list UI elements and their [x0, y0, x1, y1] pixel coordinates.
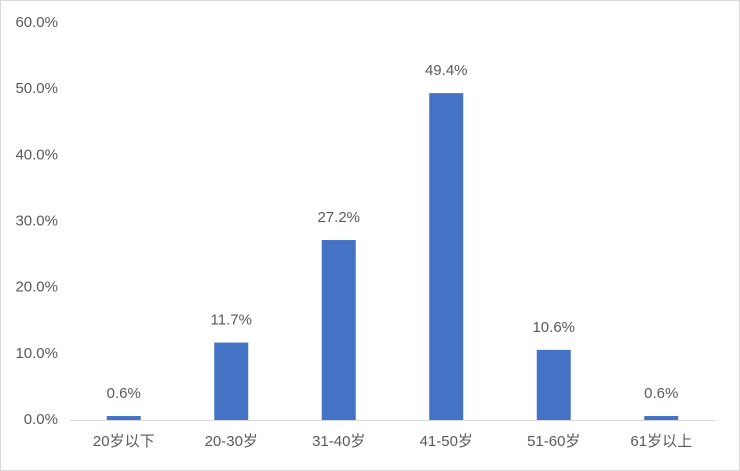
data-label: 0.6%	[107, 385, 141, 402]
data-label: 0.6%	[644, 385, 678, 402]
bar	[536, 349, 571, 420]
data-label: 10.6%	[532, 319, 575, 336]
y-tick-label: 0.0%	[24, 411, 58, 428]
data-label: 27.2%	[317, 209, 360, 226]
data-label: 49.4%	[425, 62, 468, 79]
x-tick-label: 61岁以上	[630, 433, 692, 450]
y-tick-label: 60.0%	[15, 14, 58, 31]
bar	[214, 342, 249, 420]
bar	[429, 93, 464, 421]
y-tick-label: 10.0%	[15, 345, 58, 362]
bar	[106, 416, 141, 420]
y-tick-label: 50.0%	[15, 80, 58, 97]
x-tick-label: 20-30岁	[205, 433, 258, 450]
y-tick-label: 40.0%	[15, 146, 58, 163]
bar	[321, 240, 356, 420]
x-tick-label: 41-50岁	[420, 433, 473, 450]
x-tick-label: 20岁以下	[93, 433, 155, 450]
y-tick-label: 20.0%	[15, 279, 58, 296]
data-label: 11.7%	[211, 312, 252, 329]
bar	[644, 416, 679, 420]
x-tick-label: 31-40岁	[312, 433, 365, 450]
y-tick-label: 30.0%	[15, 212, 58, 229]
x-tick-label: 51-60岁	[527, 433, 580, 450]
